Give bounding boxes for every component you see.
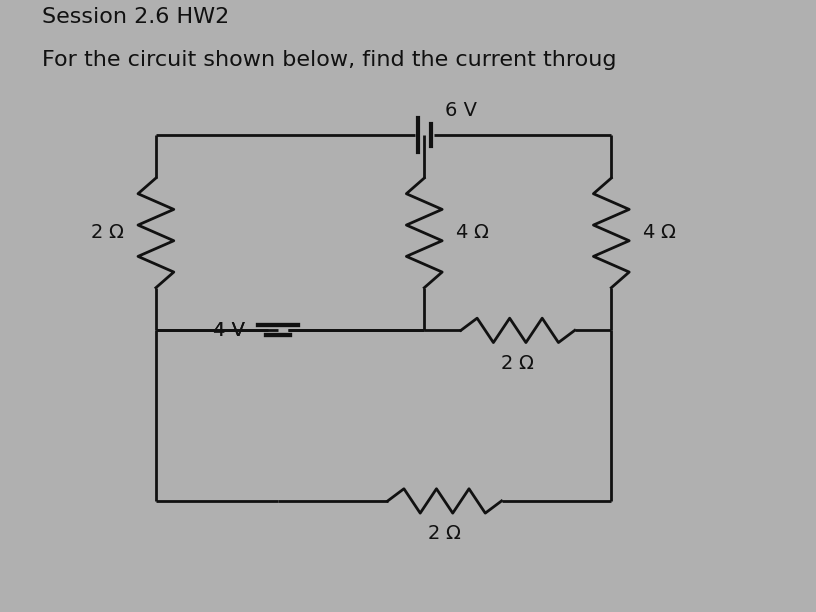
Text: 2 $\Omega$: 2 $\Omega$ [91, 223, 125, 242]
Text: 4 V: 4 V [213, 321, 246, 340]
Text: For the circuit shown below, find the current throug: For the circuit shown below, find the cu… [42, 50, 617, 70]
Text: 4 $\Omega$: 4 $\Omega$ [455, 223, 490, 242]
Text: Session 2.6 HW2: Session 2.6 HW2 [42, 7, 229, 28]
Text: 4 V: 4 V [213, 321, 246, 340]
Text: 6 V: 6 V [445, 101, 477, 120]
Text: 2 $\Omega$: 2 $\Omega$ [428, 524, 462, 543]
Text: 4 $\Omega$: 4 $\Omega$ [642, 223, 677, 242]
Text: 2 $\Omega$: 2 $\Omega$ [500, 354, 535, 373]
